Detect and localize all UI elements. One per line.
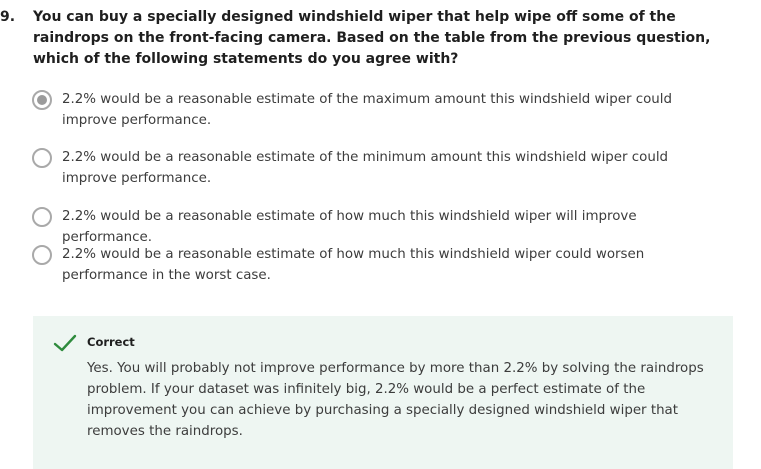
option-4-text[interactable]: 2.2% would be a reasonable estimate of h… bbox=[62, 247, 645, 283]
question-block: 9. You can buy a specially designed wind… bbox=[0, 7, 740, 70]
option-2-text[interactable]: 2.2% would be a reasonable estimate of t… bbox=[62, 150, 669, 186]
feedback-text: Yes. You will probably not improve perfo… bbox=[87, 361, 704, 439]
radio-button-selected-icon[interactable] bbox=[32, 90, 52, 110]
option-3[interactable]: 2.2% would be a reasonable estimate of h… bbox=[32, 207, 732, 248]
question-number: 9. bbox=[0, 9, 16, 25]
option-2[interactable]: 2.2% would be a reasonable estimate of t… bbox=[32, 148, 732, 189]
feedback-title: Correct bbox=[87, 335, 135, 349]
radio-button-icon[interactable] bbox=[32, 207, 52, 227]
question-text: You can buy a specially designed windshi… bbox=[33, 9, 711, 67]
feedback-panel: Correct Yes. You will probably not impro… bbox=[33, 316, 733, 469]
option-1[interactable]: 2.2% would be a reasonable estimate of t… bbox=[32, 90, 732, 131]
radio-button-icon[interactable] bbox=[32, 245, 52, 265]
radio-button-icon[interactable] bbox=[32, 148, 52, 168]
checkmark-icon bbox=[53, 334, 77, 352]
option-3-text[interactable]: 2.2% would be a reasonable estimate of h… bbox=[62, 209, 637, 245]
option-1-text[interactable]: 2.2% would be a reasonable estimate of t… bbox=[62, 92, 672, 128]
option-4[interactable]: 2.2% would be a reasonable estimate of h… bbox=[32, 245, 732, 286]
